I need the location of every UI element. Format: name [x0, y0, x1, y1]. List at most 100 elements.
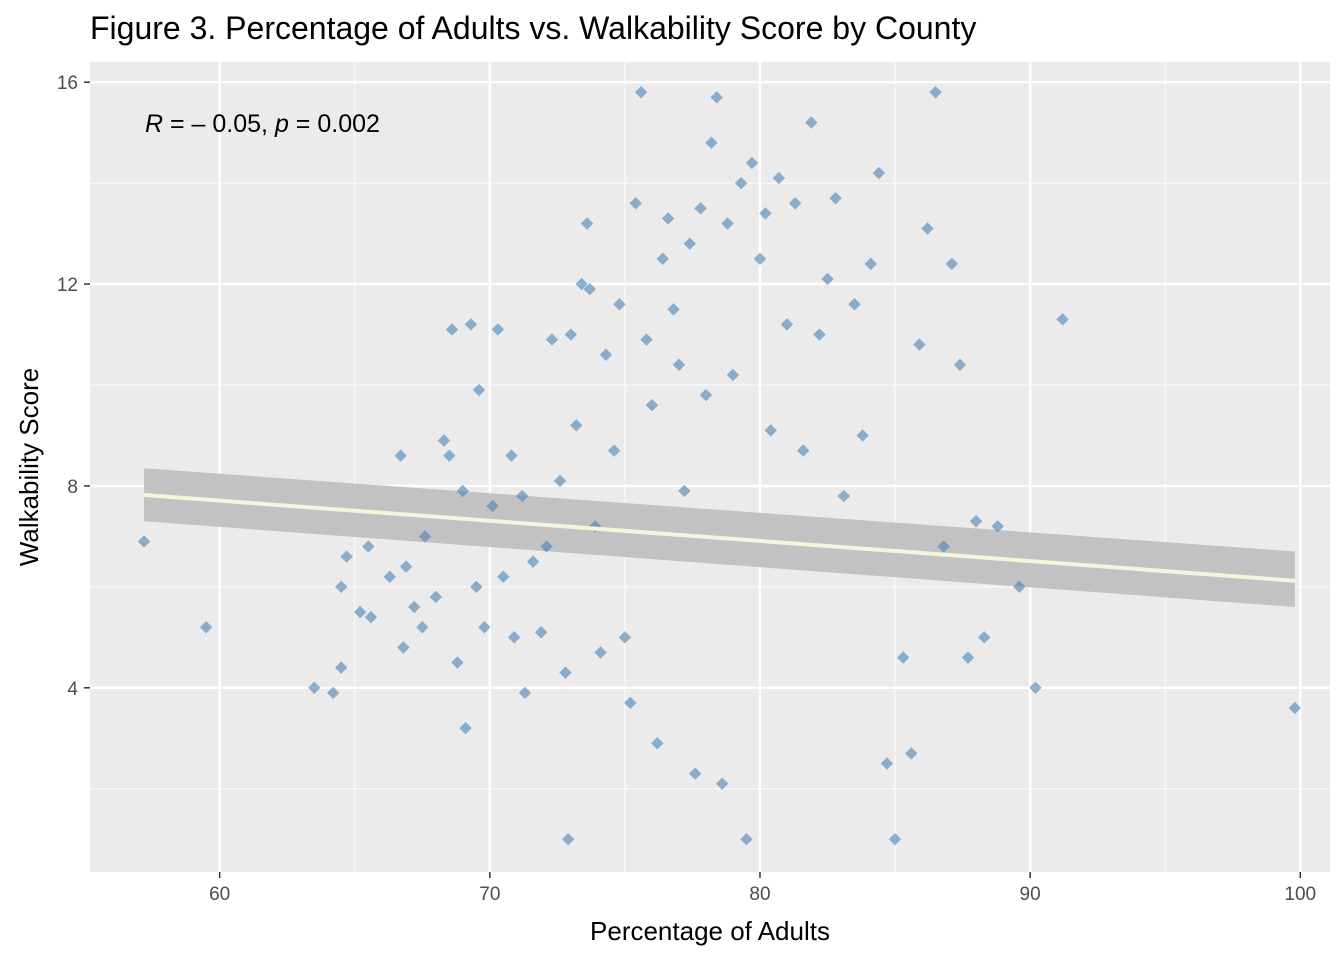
data-point [505, 449, 518, 462]
data-point [856, 429, 869, 442]
data-point [464, 318, 478, 331]
data-point [634, 86, 648, 99]
data-point [564, 328, 578, 341]
data-point [451, 656, 464, 669]
data-point [872, 166, 886, 180]
data-point [953, 358, 967, 372]
data-point [645, 398, 659, 412]
data-point [607, 444, 621, 457]
data-point [829, 192, 842, 205]
data-point [937, 540, 950, 553]
data-point [397, 641, 410, 654]
y-tick-label: 4 [67, 679, 78, 700]
data-point [459, 721, 472, 735]
data-point [772, 171, 786, 185]
data-point [991, 520, 1004, 533]
data-point [1288, 701, 1302, 715]
x-tick-label: 60 [209, 884, 230, 905]
data-point [308, 681, 321, 694]
r-symbol: R [145, 110, 163, 138]
trend-line-layer [143, 493, 1296, 583]
data-point [969, 515, 983, 528]
data-points [137, 86, 1302, 846]
data-point [491, 323, 505, 336]
data-point [1056, 313, 1069, 326]
data-point [335, 580, 348, 594]
data-point [456, 484, 470, 498]
data-point [978, 631, 991, 644]
data-point [848, 298, 861, 311]
data-point [470, 580, 483, 594]
minor-gridlines [90, 62, 1330, 872]
data-point [353, 605, 367, 619]
data-point [837, 489, 850, 503]
data-point [651, 737, 664, 750]
data-point [497, 570, 510, 583]
data-point [961, 651, 975, 664]
r-value: = – 0.05, [163, 110, 275, 138]
data-point [624, 696, 637, 710]
data-point [507, 631, 521, 644]
data-point [821, 272, 834, 286]
data-point [364, 610, 378, 624]
data-point [672, 358, 686, 372]
p-value: = 0.002 [289, 110, 380, 138]
data-point [445, 323, 459, 336]
data-point [561, 832, 575, 846]
data-point [1013, 580, 1026, 594]
data-point [699, 388, 713, 402]
data-point [599, 348, 613, 361]
data-point [553, 474, 567, 488]
data-point [416, 621, 429, 634]
data-point [335, 661, 348, 674]
y-tick-label: 12 [57, 275, 78, 296]
data-point [545, 333, 559, 346]
y-axis-title: Walkability Score [14, 368, 44, 566]
data-point [137, 535, 151, 548]
data-point [437, 434, 451, 447]
data-point [1029, 681, 1042, 694]
data-point [407, 600, 421, 614]
data-point [705, 136, 718, 149]
trend-line [143, 493, 1296, 583]
correlation-annotation: R = – 0.05, p = 0.002 [145, 110, 380, 138]
chart-title: Figure 3. Percentage of Adults vs. Walka… [90, 10, 977, 46]
p-symbol: p [274, 110, 289, 138]
data-point [199, 621, 213, 634]
data-point [518, 686, 532, 700]
data-point [764, 424, 777, 437]
data-point [383, 570, 397, 583]
data-point [618, 631, 632, 644]
data-point [753, 252, 767, 266]
x-tick-label: 100 [1284, 884, 1316, 905]
data-point [805, 116, 818, 129]
data-point [661, 212, 675, 225]
data-point [896, 651, 910, 664]
data-point [399, 560, 413, 573]
data-point [613, 298, 626, 311]
data-point [575, 277, 588, 291]
data-point [629, 197, 642, 210]
data-point [667, 303, 680, 316]
data-point [745, 156, 759, 170]
data-point [580, 217, 594, 230]
data-point [394, 449, 407, 462]
data-point [864, 257, 877, 271]
x-tick-label: 80 [749, 884, 770, 905]
data-point [429, 590, 442, 604]
x-tick-label: 90 [1020, 884, 1041, 905]
data-point [921, 222, 934, 235]
data-point [326, 686, 340, 700]
data-point [734, 176, 748, 190]
data-point [888, 832, 902, 846]
data-point [443, 449, 456, 462]
data-point [710, 91, 723, 104]
data-point [594, 646, 607, 659]
x-axis-title: Percentage of Adults [590, 916, 830, 946]
data-point [688, 767, 702, 780]
data-point [945, 257, 958, 271]
data-point [486, 499, 499, 513]
x-axis-ticks: 60 70 80 90 100 [209, 872, 1316, 905]
x-tick-label: 70 [479, 884, 500, 905]
data-point [788, 197, 802, 210]
